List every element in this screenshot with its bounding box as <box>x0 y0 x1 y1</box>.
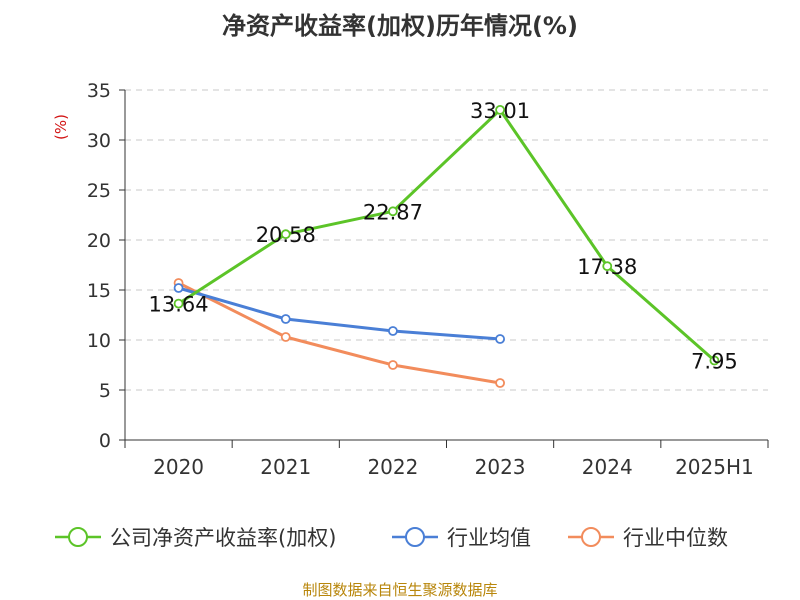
series-line-0 <box>177 108 716 362</box>
data-point-0-2023 <box>495 105 505 115</box>
x-tick-label-2021: 2021 <box>260 455 311 479</box>
data-label-2025H1: 7.95 <box>691 350 738 374</box>
legend-label-1: 行业均值 <box>447 526 531 550</box>
series-line-2 <box>177 281 501 385</box>
y-tick-label-5: 5 <box>99 380 111 402</box>
legend-label-2: 行业中位数 <box>623 526 728 550</box>
series-layer <box>173 105 720 388</box>
data-point-2-2022 <box>388 360 398 370</box>
data-point-0-2024 <box>602 261 613 272</box>
chart-title: 净资产收益率(加权)历年情况(%) <box>222 12 578 40</box>
legend: 公司净资产收益率(加权) 行业均值 行业中位数 <box>55 526 728 550</box>
y-axis-unit: (%) <box>52 114 70 140</box>
y-tick-label-35: 35 <box>87 80 111 102</box>
y-tick-label-30: 30 <box>87 130 111 152</box>
series-line-1 <box>178 286 501 341</box>
data-point-2-2021 <box>280 332 291 342</box>
data-point-2-2023 <box>495 378 505 388</box>
data-label-2024: 17.38 <box>577 255 637 279</box>
data-point-1-2022 <box>388 326 398 336</box>
grid-lines <box>125 89 768 391</box>
data-label-2021: 20.58 <box>256 223 316 247</box>
y-tick-label-10: 10 <box>87 330 111 352</box>
legend-marker-0 <box>68 527 88 547</box>
y-tick-label-20: 20 <box>87 230 111 252</box>
x-tick-label-2020: 2020 <box>153 455 204 479</box>
y-tick-label-15: 15 <box>87 280 111 302</box>
data-label-2022: 22.87 <box>363 200 423 224</box>
data-point-0-2022 <box>388 206 398 217</box>
data-point-0-2020 <box>173 298 184 309</box>
data-labels: 13.64 20.58 22.87 33.01 17.38 7.95 <box>149 99 738 374</box>
y-tick-label-25: 25 <box>87 180 111 202</box>
data-label-2023: 33.01 <box>470 99 530 123</box>
x-tick-label-2024: 2024 <box>582 455 633 479</box>
x-tick-label-2023: 2023 <box>475 455 526 479</box>
source-note: 制图数据来自恒生聚源数据库 <box>302 581 497 599</box>
legend-marker-2 <box>581 527 601 547</box>
x-tick-label-2022: 2022 <box>367 455 418 479</box>
data-point-1-2021 <box>280 314 291 324</box>
axes: 0 5 10 15 20 25 30 35 2020 2021 2022 2023 2024 2025H1 <box>87 80 769 479</box>
y-tick-label-0: 0 <box>99 430 111 452</box>
data-point-0-2025H1 <box>709 355 720 366</box>
data-point-1-2020 <box>173 283 184 293</box>
data-point-0-2021 <box>280 229 291 240</box>
data-label-2020: 13.64 <box>149 293 209 317</box>
x-tick-label-2025H1: 2025H1 <box>675 455 754 479</box>
legend-label-0: 公司净资产收益率(加权) <box>110 526 336 550</box>
data-point-1-2023 <box>495 334 505 344</box>
legend-marker-1 <box>405 527 425 547</box>
